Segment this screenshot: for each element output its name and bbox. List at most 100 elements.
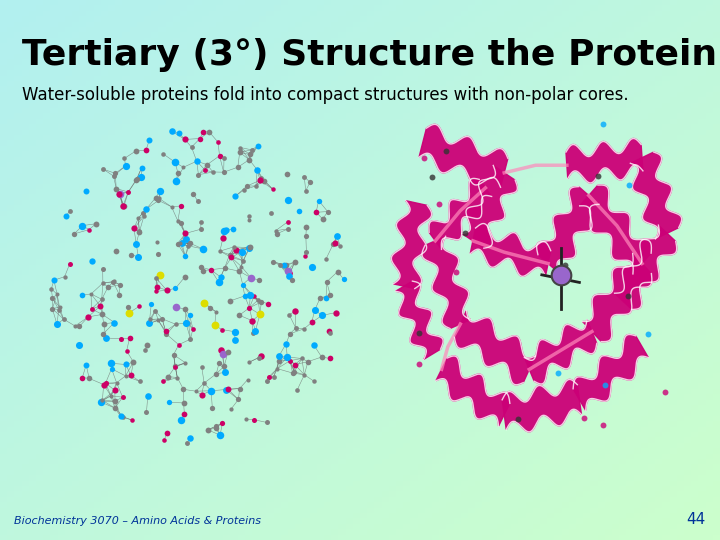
Point [166,127,177,136]
Point [313,196,325,205]
Point [179,252,191,260]
Point [100,379,112,387]
Point [114,291,125,299]
Point [459,229,471,238]
Point [69,322,81,330]
Text: 44: 44 [686,511,706,526]
Point [123,309,135,318]
Polygon shape [462,165,518,248]
Polygon shape [582,253,652,342]
Point [180,235,192,244]
Point [82,313,94,321]
Point [108,277,120,286]
Point [224,251,235,259]
Point [64,259,76,268]
Point [81,187,92,195]
Point [274,261,286,269]
Point [299,172,310,181]
Point [195,263,207,272]
Polygon shape [573,334,648,410]
Point [94,302,106,310]
Point [120,161,132,170]
Point [233,395,244,404]
Point [218,168,230,177]
Point [281,261,292,270]
Point [215,273,226,281]
Point [151,282,163,291]
Point [182,241,194,250]
Point [220,368,231,377]
Point [48,276,60,285]
Point [300,252,311,260]
Point [261,376,273,385]
Point [128,224,140,233]
Point [273,352,284,360]
Point [111,379,122,387]
Point [287,369,298,377]
Point [171,177,182,185]
Point [306,318,318,327]
Point [247,329,258,338]
Point [130,147,141,156]
Point [116,335,127,343]
Point [282,195,294,204]
Point [234,148,246,157]
Point [205,387,217,395]
Point [222,385,234,394]
Point [335,242,346,251]
Polygon shape [429,178,492,249]
Point [96,295,107,303]
Point [283,272,294,280]
Point [247,316,258,325]
Point [110,246,122,255]
Point [215,346,227,354]
Point [169,362,181,370]
Point [150,306,161,315]
Point [316,311,328,320]
Point [210,307,222,316]
Point [207,403,218,412]
Point [289,258,300,267]
Point [198,298,210,307]
Point [180,229,192,238]
Text: Water-soluble proteins fold into compact structures with non-polar cores.: Water-soluble proteins fold into compact… [22,86,629,104]
Point [196,390,207,399]
Point [597,421,608,429]
Point [243,156,255,164]
Point [245,242,256,251]
Point [170,303,181,312]
Point [202,426,214,434]
Point [278,260,289,269]
Point [282,218,294,226]
Point [173,129,184,137]
Point [218,154,230,163]
Point [130,239,142,248]
Point [171,373,183,382]
Point [156,314,168,323]
Point [73,340,84,349]
Point [267,185,279,193]
Point [141,341,153,350]
Point [296,354,307,363]
Point [68,230,80,238]
Point [193,171,204,179]
Point [154,271,166,279]
Point [271,230,282,238]
Point [321,278,333,286]
Point [183,319,194,327]
Point [245,291,256,299]
Point [262,300,274,308]
Point [179,273,190,281]
Point [186,143,197,152]
Point [282,225,294,233]
Point [152,250,163,259]
Point [331,232,343,241]
Point [73,322,85,330]
Point [202,160,213,169]
Point [185,335,197,343]
Point [308,341,320,349]
Point [219,264,230,272]
Point [598,120,609,129]
Point [163,372,174,381]
Point [197,266,209,275]
